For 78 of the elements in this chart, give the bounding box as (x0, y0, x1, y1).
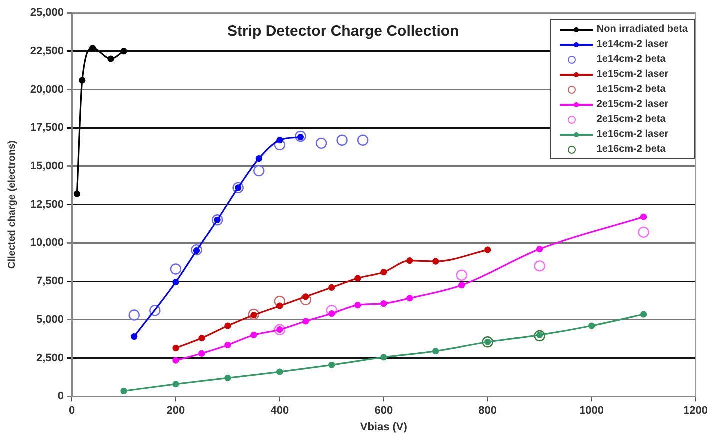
point (172, 357, 180, 364)
point (406, 258, 414, 264)
point (256, 155, 262, 162)
point (79, 77, 86, 84)
point (638, 226, 650, 238)
legend-label: 2e15cm-2 laser (596, 99, 669, 110)
point (128, 310, 140, 321)
point (536, 246, 544, 253)
y-tick-label: 12,500 (30, 198, 64, 211)
x-tick-label: 400 (270, 405, 290, 418)
point (380, 354, 388, 361)
legend-label: 2e15cm-2 beta (596, 114, 666, 125)
point (254, 165, 265, 177)
point (534, 260, 546, 272)
point (120, 48, 128, 55)
point (74, 190, 80, 198)
x-tick-label: 1000 (580, 405, 604, 418)
point (198, 334, 206, 342)
point (276, 368, 284, 376)
y-tick-label: 10,000 (30, 237, 64, 250)
legend-label: Non irradiated beta (596, 24, 688, 35)
legend-label: 1e14cm-2 laser (596, 39, 669, 50)
legend-label: 1e15cm-2 beta (596, 84, 666, 95)
y-tick-label: 7,500 (36, 276, 64, 288)
point (224, 374, 232, 382)
point (406, 295, 414, 302)
point (456, 270, 468, 281)
point (172, 278, 180, 286)
y-tick-label: 2,500 (36, 352, 64, 364)
point (357, 134, 369, 146)
point (108, 56, 114, 62)
point (328, 362, 336, 368)
legend-label: 1e16cm-2 laser (596, 129, 669, 140)
point (484, 246, 492, 254)
y-tick-label: 20,000 (30, 84, 64, 96)
point (640, 311, 648, 318)
point (432, 348, 440, 355)
y-tick-label: 25,000 (30, 7, 64, 20)
point (354, 275, 362, 282)
x-tick-label: 1200 (684, 405, 708, 418)
point (380, 300, 388, 308)
point (224, 342, 232, 348)
point (302, 318, 310, 325)
x-tick-label: 800 (478, 405, 498, 418)
point (328, 284, 336, 291)
point (172, 344, 180, 352)
legend-label: 1e14cm-2 beta (596, 54, 666, 65)
point (131, 333, 138, 340)
point (198, 350, 206, 357)
legend-label: 1e15cm-2 laser (596, 69, 669, 80)
y-tick-label: 5,000 (36, 314, 64, 326)
y-tick-label: 17,500 (30, 122, 64, 134)
point (316, 138, 328, 150)
x-tick-label: 600 (374, 405, 394, 418)
x-axis-title: Vbias (V) (360, 421, 408, 434)
y-axis-title: Cllected charge (electrons) (6, 140, 18, 269)
point (640, 214, 648, 220)
point (276, 302, 284, 310)
point (170, 264, 182, 275)
y-tick-label: 0 (58, 390, 64, 403)
x-tick-label: 0 (68, 405, 76, 418)
point (336, 134, 348, 146)
point (172, 381, 180, 388)
text: Strip Detector Charge Collection (227, 23, 460, 40)
point (380, 269, 388, 276)
point (120, 388, 128, 395)
legend-label: 1e16cm-2 beta (596, 144, 666, 155)
point (588, 322, 596, 330)
point (458, 282, 466, 289)
y-tick-label: 15,000 (30, 160, 64, 172)
point (224, 322, 232, 330)
y-tick-label: 22,500 (30, 45, 64, 58)
point (89, 44, 96, 52)
point (276, 137, 284, 144)
point (432, 258, 440, 265)
x-tick-label: 200 (166, 405, 186, 418)
point (250, 332, 258, 339)
point (354, 302, 362, 309)
